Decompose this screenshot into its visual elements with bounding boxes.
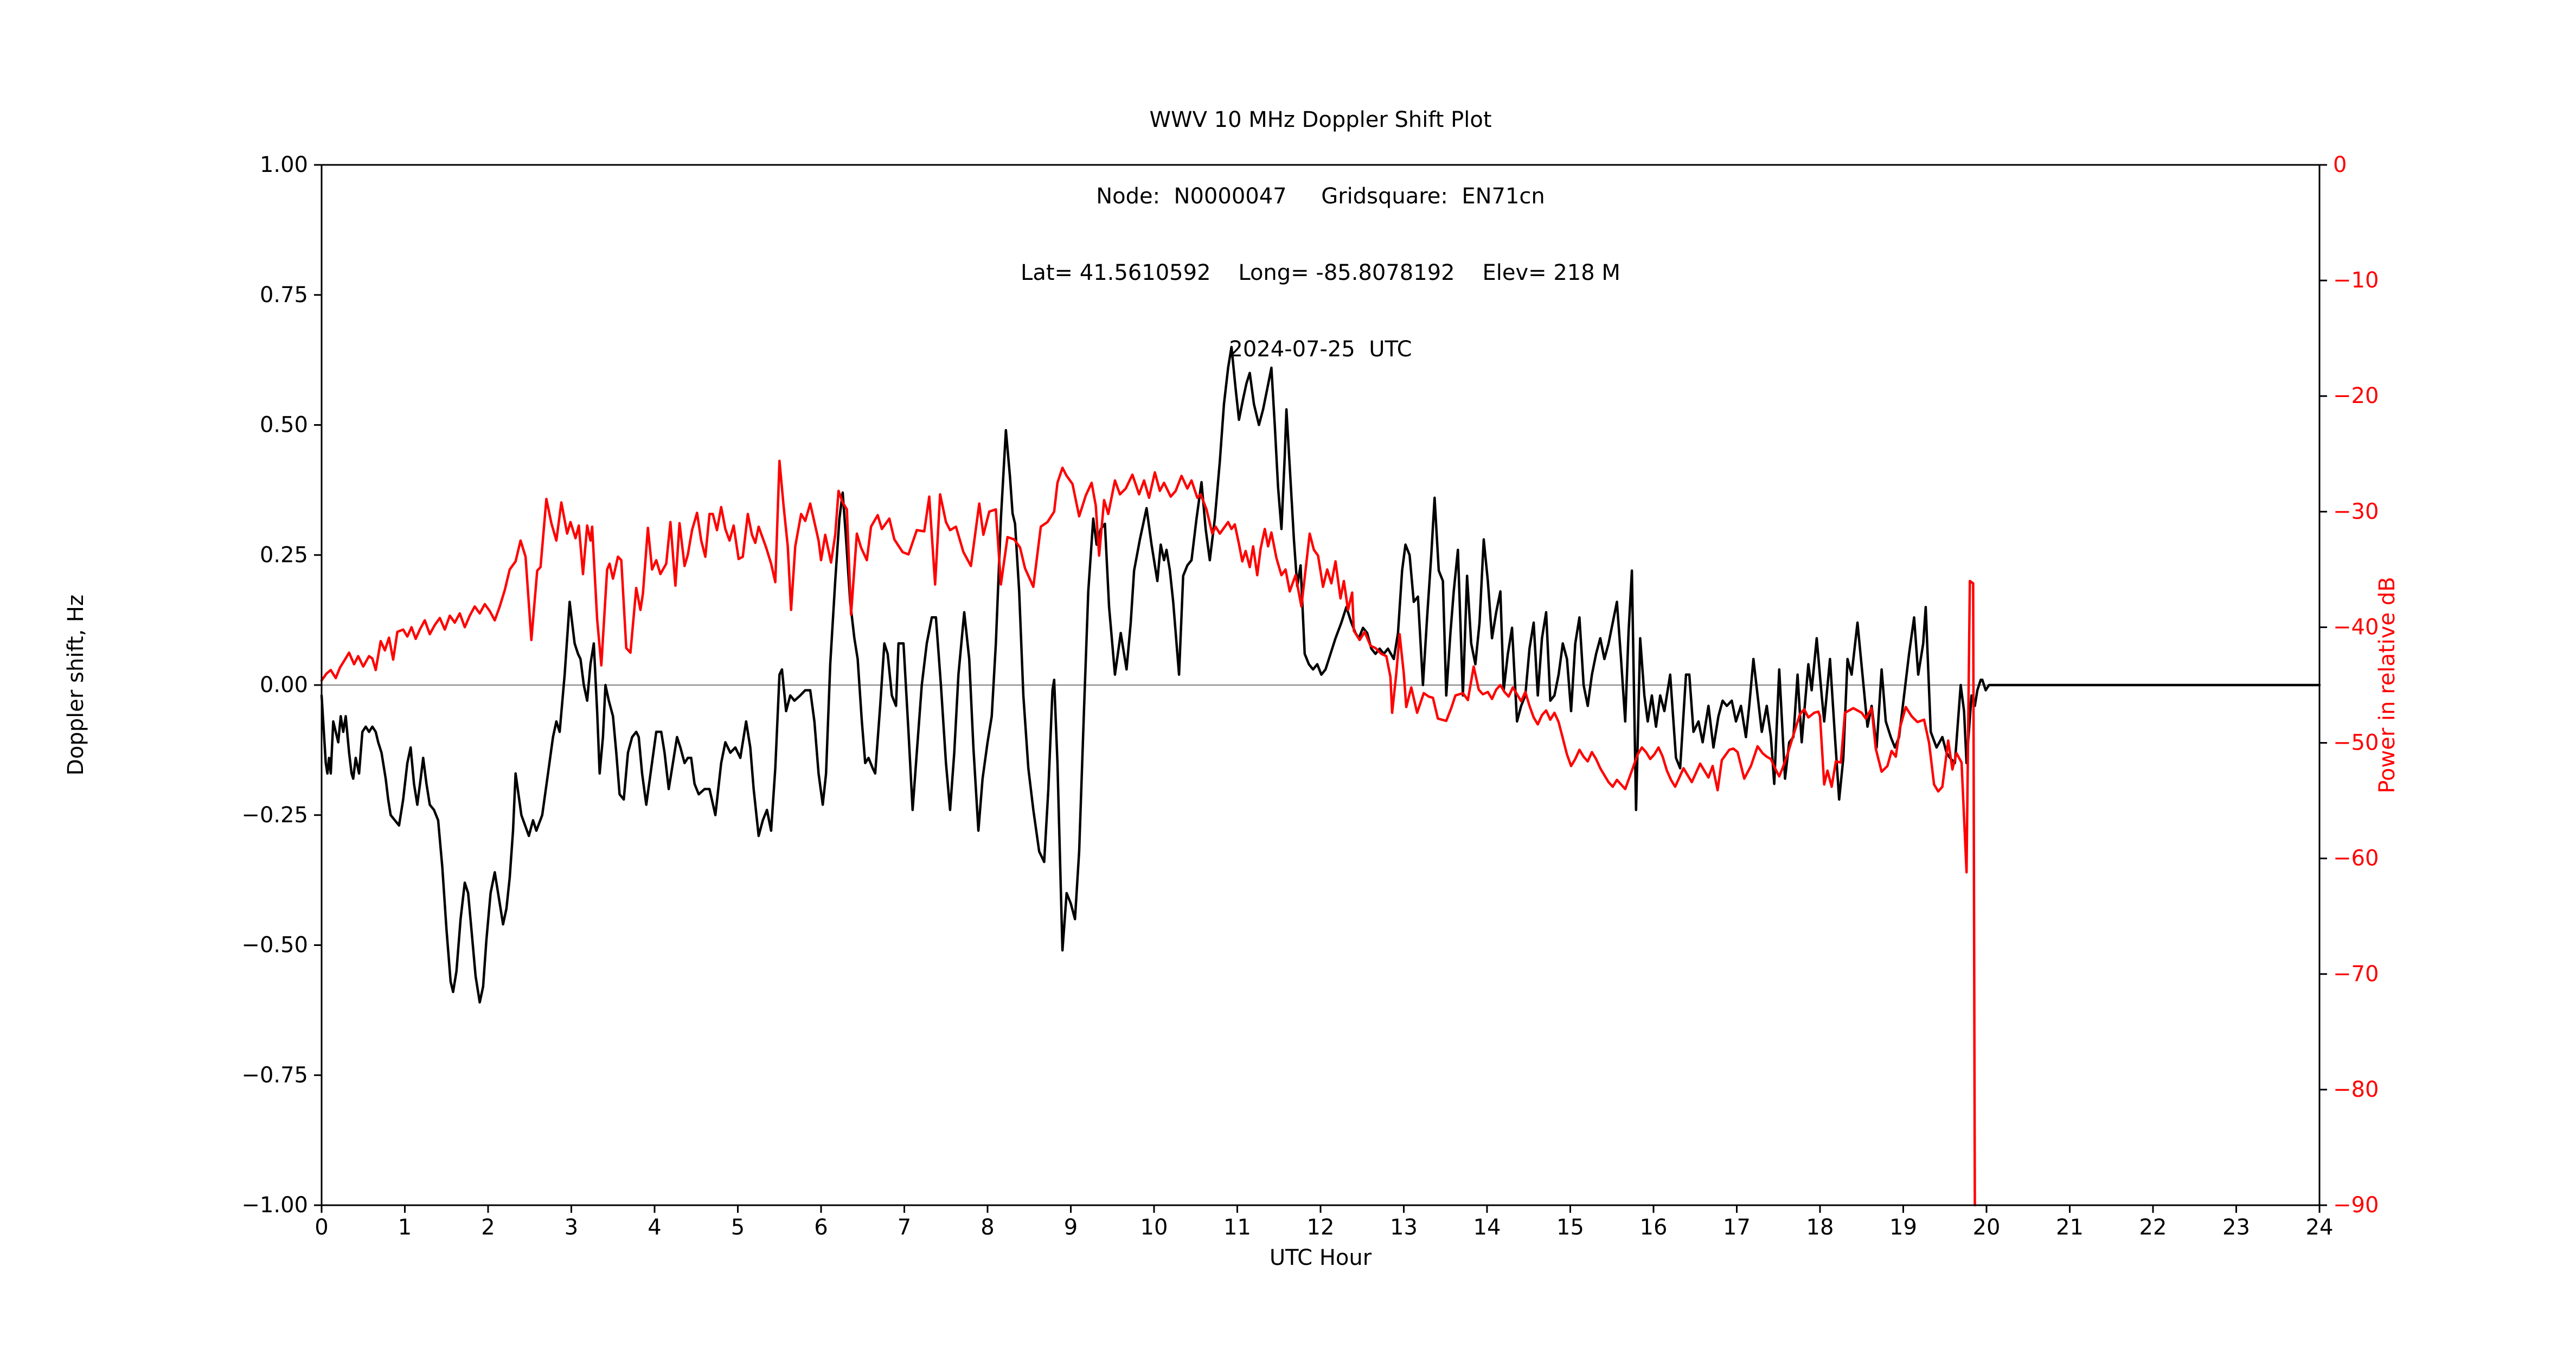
left-y-tick-label: −0.50 (241, 933, 308, 958)
x-tick-label: 3 (565, 1215, 578, 1240)
x-tick-label: 10 (1140, 1215, 1168, 1240)
left-y-tick-label: −0.75 (241, 1063, 308, 1088)
x-tick-label: 9 (1064, 1215, 1078, 1240)
left-y-tick-label: −1.00 (241, 1193, 308, 1218)
chart-date-line: 2024-07-25 UTC (1229, 337, 1412, 362)
x-tick-label: 2 (481, 1215, 495, 1240)
x-axis-label: UTC Hour (1269, 1245, 1372, 1270)
x-tick-label: 16 (1640, 1215, 1668, 1240)
x-tick-label: 12 (1307, 1215, 1335, 1240)
x-tick-label: 15 (1556, 1215, 1584, 1240)
x-tick-label: 20 (1973, 1215, 2001, 1240)
x-tick-label: 0 (315, 1215, 328, 1240)
right-y-tick-label: −70 (2333, 962, 2379, 987)
x-tick-label: 24 (2306, 1215, 2334, 1240)
left-y-tick-label: 0.00 (260, 673, 308, 698)
x-tick-label: 21 (2056, 1215, 2084, 1240)
x-tick-label: 4 (648, 1215, 661, 1240)
left-y-tick-label: 0.50 (260, 413, 308, 438)
right-y-tick-label: −90 (2333, 1193, 2379, 1218)
left-y-tick-label: −0.25 (241, 803, 308, 828)
x-tick-label: 18 (1806, 1215, 1834, 1240)
x-tick-label: 6 (814, 1215, 828, 1240)
x-tick-label: 17 (1723, 1215, 1751, 1240)
x-tick-label: 14 (1473, 1215, 1501, 1240)
x-tick-label: 11 (1223, 1215, 1251, 1240)
x-tick-label: 22 (2139, 1215, 2167, 1240)
chart-header: WWV 10 MHz Doppler Shift Plot Node: N000… (322, 56, 2319, 413)
power-relative-db-line (320, 459, 1976, 1207)
x-tick-label: 23 (2222, 1215, 2250, 1240)
x-tick-label: 13 (1390, 1215, 1418, 1240)
chart-title: WWV 10 MHz Doppler Shift Plot (1149, 107, 1492, 132)
left-y-tick-label: 1.00 (260, 152, 308, 177)
right-y-axis-label: Power in relative dB (2375, 577, 2400, 794)
chart-location-line: Lat= 41.5610592 Long= -85.8078192 Elev= … (1021, 260, 1620, 285)
right-y-tick-label: 0 (2333, 152, 2347, 177)
left-y-tick-label: 0.25 (260, 542, 308, 567)
right-y-tick-label: −60 (2333, 846, 2379, 871)
x-tick-label: 7 (898, 1215, 911, 1240)
x-tick-label: 5 (731, 1215, 745, 1240)
doppler-shift-hz-line (320, 346, 2321, 1004)
right-y-tick-label: −30 (2333, 499, 2379, 524)
right-y-tick-label: −80 (2333, 1077, 2379, 1102)
right-y-tick-label: −50 (2333, 731, 2379, 756)
x-tick-label: 19 (1889, 1215, 1917, 1240)
right-y-tick-label: −20 (2333, 383, 2379, 408)
right-y-tick-label: −10 (2333, 268, 2379, 293)
chart-node-line: Node: N0000047 Gridsquare: EN71cn (1096, 184, 1545, 209)
x-tick-label: 8 (981, 1215, 994, 1240)
left-y-axis-label: Doppler shift, Hz (63, 594, 88, 776)
left-y-tick-label: 0.75 (260, 283, 308, 308)
x-tick-label: 1 (398, 1215, 412, 1240)
right-y-tick-label: −40 (2333, 615, 2379, 639)
